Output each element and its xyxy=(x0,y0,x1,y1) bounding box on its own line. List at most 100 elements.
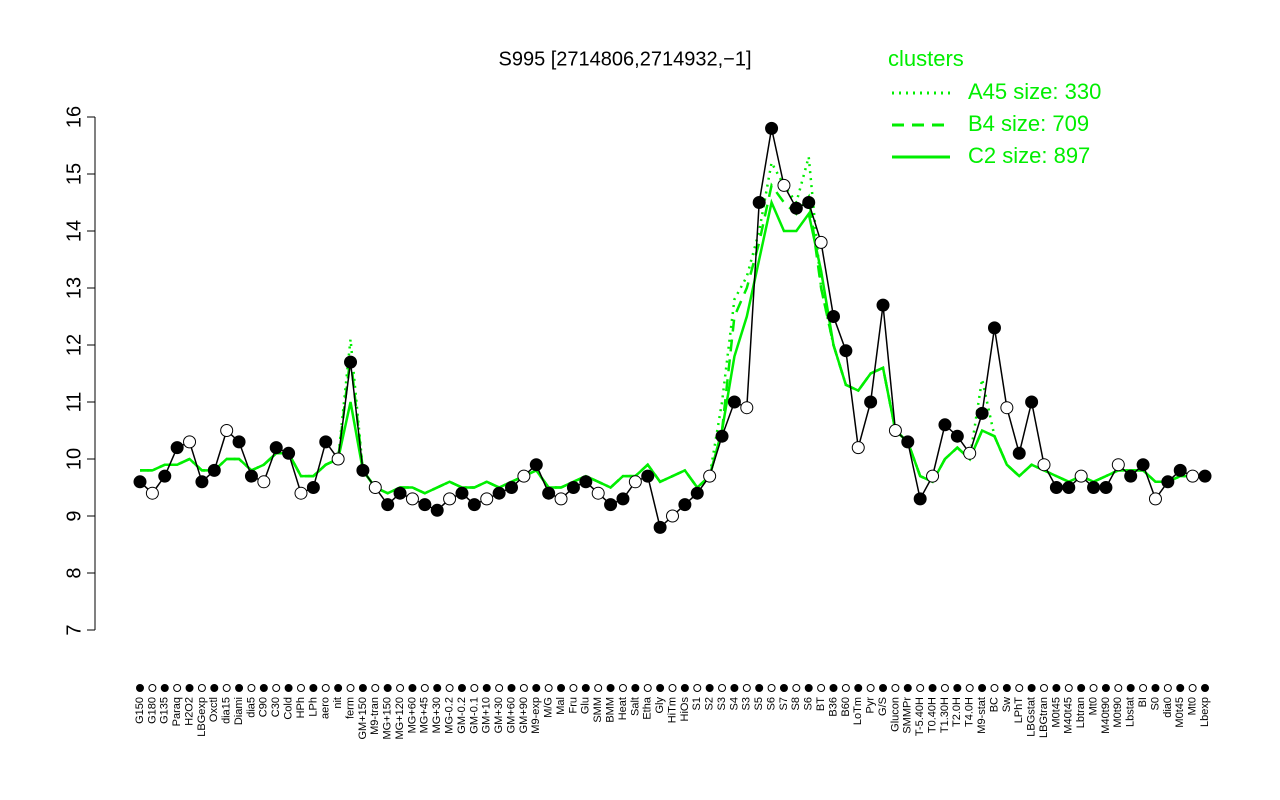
x-tick-label: S5 xyxy=(753,697,765,710)
category-dot xyxy=(197,684,206,692)
category-dot xyxy=(445,684,454,692)
cluster-line xyxy=(140,182,1205,495)
point xyxy=(814,235,828,249)
x-tick-label: GM-0.1 xyxy=(468,697,480,734)
category-dot xyxy=(557,684,566,692)
x-tick-label: B60 xyxy=(840,697,852,717)
category-dot xyxy=(371,684,380,692)
point xyxy=(455,486,469,500)
category-dot xyxy=(1052,684,1061,692)
point xyxy=(727,395,741,409)
category-dot xyxy=(1027,684,1036,692)
x-tick-label: MG-0.2 xyxy=(443,697,455,734)
point xyxy=(604,498,618,512)
point xyxy=(1136,458,1150,472)
x-tick-label: Lbstat xyxy=(1125,697,1137,727)
x-tick-label: M/G xyxy=(543,697,555,718)
x-tick-label: Cold xyxy=(283,697,295,720)
x-tick-label: M40t90 xyxy=(1100,697,1112,734)
point xyxy=(1087,481,1101,494)
x-tick-label: HPh xyxy=(295,697,307,718)
x-tick-label: Mal xyxy=(555,697,567,715)
category-dot xyxy=(1040,684,1049,692)
point xyxy=(319,435,333,449)
x-tick-label: Pyr xyxy=(865,697,877,714)
point xyxy=(1012,446,1026,460)
point xyxy=(133,475,147,489)
point xyxy=(145,486,159,500)
category-dot xyxy=(457,684,466,692)
x-tick-label: G180 xyxy=(146,697,158,724)
category-dot xyxy=(829,684,838,692)
y-tick-label: 12 xyxy=(63,334,85,356)
y-tick-label: 16 xyxy=(63,106,85,128)
point xyxy=(344,355,358,369)
point xyxy=(901,435,915,449)
x-tick-label: S8 xyxy=(790,697,802,710)
category-dot xyxy=(1002,684,1011,692)
category-dot xyxy=(606,684,615,692)
x-tick-label: M40t45 xyxy=(1063,697,1075,734)
category-dot xyxy=(779,684,788,692)
category-dot xyxy=(643,684,652,692)
x-tick-label: nit xyxy=(332,697,344,709)
point xyxy=(1186,469,1200,483)
x-tick-label: LBGexp xyxy=(196,697,208,737)
x-tick-label: S2 xyxy=(704,697,716,710)
point xyxy=(765,121,779,135)
category-dot xyxy=(296,684,305,692)
category-dot xyxy=(259,684,268,692)
y-tick-label: 13 xyxy=(63,277,85,299)
x-tick-label: Heat xyxy=(617,697,629,720)
category-dot xyxy=(136,684,144,692)
x-tick-label: Gly xyxy=(654,697,666,714)
x-tick-label: LoTm xyxy=(852,697,864,725)
x-tick-label: GM-0.2 xyxy=(456,697,468,734)
point xyxy=(1099,481,1113,494)
category-dot xyxy=(1201,684,1209,692)
x-tick-label: C90 xyxy=(258,697,270,717)
point xyxy=(282,446,296,460)
point xyxy=(1049,481,1063,494)
category-dot xyxy=(383,684,392,692)
cluster-line xyxy=(140,156,1205,495)
x-tick-label: S6 xyxy=(803,697,815,710)
x-tick-label: S7 xyxy=(778,697,790,710)
point xyxy=(987,321,1001,335)
category-dot xyxy=(767,684,776,692)
category-dot xyxy=(940,684,949,692)
category-dot xyxy=(284,684,293,692)
x-tick-label: M9-stat xyxy=(976,697,988,734)
x-tick-label: T2.0H xyxy=(951,697,963,727)
x-tick-label: G135 xyxy=(159,697,171,724)
x-tick-label: BI xyxy=(1137,697,1149,707)
category-dot xyxy=(346,684,355,692)
category-dot xyxy=(1089,684,1098,692)
y-tick-label: 11 xyxy=(63,392,85,413)
category-dot xyxy=(693,684,702,692)
x-tick-label: LBGstat xyxy=(1026,697,1038,737)
category-dot xyxy=(755,684,764,692)
category-dot xyxy=(891,684,900,692)
point xyxy=(554,492,568,506)
x-tick-label: aero xyxy=(320,697,332,719)
category-dot xyxy=(631,684,640,692)
x-tick-label: LPhT xyxy=(1013,697,1025,724)
point xyxy=(826,310,840,323)
point xyxy=(405,492,419,506)
x-tick-label: LPh xyxy=(307,697,319,717)
y-tick-label: 14 xyxy=(63,220,85,242)
point xyxy=(1074,469,1088,483)
category-dot xyxy=(1126,684,1135,692)
point xyxy=(492,486,506,500)
y-tick-label: 8 xyxy=(63,567,85,578)
category-dot xyxy=(804,684,813,692)
y-tick-label: 7 xyxy=(63,624,85,635)
category-dot xyxy=(854,684,863,692)
x-tick-label: M0t45 xyxy=(1050,697,1062,728)
point xyxy=(566,481,580,494)
x-tick-label: LBGtran xyxy=(1038,697,1050,738)
point xyxy=(294,486,308,500)
x-tick-label: T0.40H xyxy=(926,697,938,733)
